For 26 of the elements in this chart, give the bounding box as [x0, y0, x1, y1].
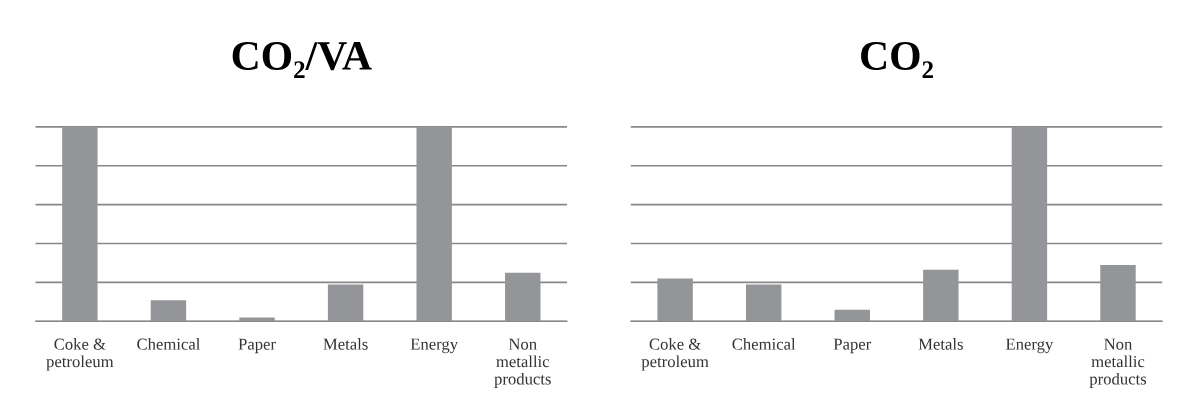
x-tick-label: Non metallic products: [1089, 338, 1147, 388]
bar: [62, 126, 98, 322]
bar: [657, 278, 693, 322]
bar: [327, 284, 364, 322]
x-tick-label: Paper: [238, 338, 276, 354]
x-tick-label: Chemical: [137, 338, 201, 350]
bar: [923, 269, 959, 322]
x-tick-label: Energy: [1005, 338, 1054, 354]
x-tick-label: Metals: [323, 338, 368, 350]
bar: [505, 272, 541, 322]
x-tick-label: Coke & petroleum: [641, 338, 709, 371]
bar: [745, 284, 782, 322]
chart-title: CO₂: [861, 41, 933, 78]
bar: [1100, 264, 1136, 322]
bar: [239, 317, 275, 322]
chart-title: CO₂/VA: [232, 41, 372, 78]
x-tick-label: Chemical: [732, 338, 796, 350]
x-tick-label: Energy: [410, 338, 459, 354]
bar: [1011, 126, 1048, 322]
bar: [416, 126, 452, 322]
x-tick-label: Coke & petroleum: [46, 338, 114, 371]
x-tick-label: Metals: [918, 338, 963, 350]
x-tick-label: Paper: [833, 338, 872, 354]
x-tick-label: Non metallic products: [494, 338, 551, 388]
bar: [834, 309, 870, 322]
bar: [150, 300, 187, 322]
